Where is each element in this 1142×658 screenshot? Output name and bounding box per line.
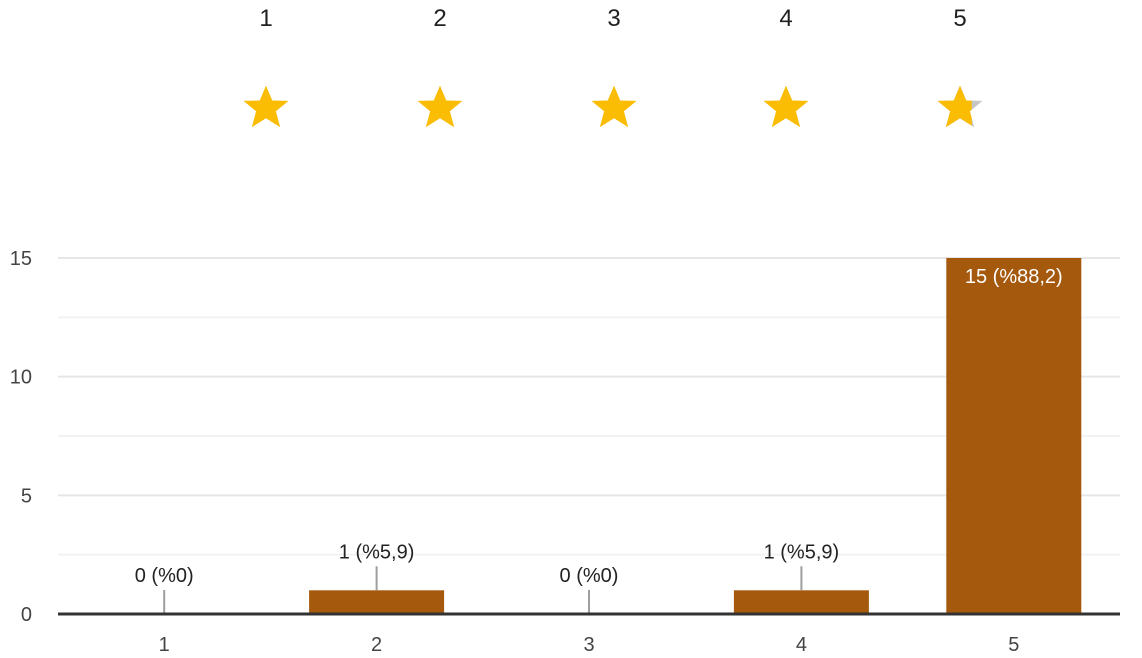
rating-number-5: 5 bbox=[953, 5, 967, 32]
x-tick-label: 1 bbox=[159, 634, 170, 656]
rating-number-1: 1 bbox=[259, 5, 273, 32]
rating-number-4: 4 bbox=[779, 5, 793, 32]
rating-number-3: 3 bbox=[607, 5, 621, 32]
star-icon bbox=[243, 85, 289, 128]
y-tick-label: 10 bbox=[10, 367, 32, 389]
star-filled-part bbox=[937, 85, 972, 128]
data-label: 1 (%5,9) bbox=[339, 541, 415, 563]
x-tick-label: 2 bbox=[371, 634, 382, 656]
star-shape bbox=[417, 85, 463, 128]
rating-option-5: 5 bbox=[920, 0, 1000, 134]
star-icon bbox=[417, 85, 463, 128]
star-shape bbox=[591, 85, 637, 128]
data-label: 0 (%0) bbox=[560, 565, 619, 587]
rating-option-3: 3 bbox=[574, 0, 654, 134]
data-label: 15 (%88,2) bbox=[965, 266, 1063, 288]
x-tick-label: 5 bbox=[1008, 634, 1019, 656]
partial-star-icon bbox=[937, 85, 983, 128]
x-tick-label: 3 bbox=[583, 634, 594, 656]
data-label: 0 (%0) bbox=[135, 565, 194, 587]
rating-option-2: 2 bbox=[400, 0, 480, 134]
star-shape bbox=[763, 85, 809, 128]
star-shape bbox=[243, 85, 289, 128]
star-rating-scale: 1 2 3 4 5 bbox=[0, 0, 1142, 160]
data-label: 1 (%5,9) bbox=[764, 541, 840, 563]
star-icon bbox=[763, 85, 809, 128]
rating-number-2: 2 bbox=[433, 5, 447, 32]
rating-option-4: 4 bbox=[746, 0, 826, 134]
bar bbox=[733, 590, 869, 614]
rating-option-1: 1 bbox=[226, 0, 306, 134]
bar bbox=[309, 590, 445, 614]
x-tick-label: 4 bbox=[796, 634, 807, 656]
y-tick-label: 0 bbox=[21, 604, 32, 626]
y-tick-label: 5 bbox=[21, 485, 32, 507]
star-icon bbox=[591, 85, 637, 128]
y-tick-label: 15 bbox=[10, 248, 32, 270]
bar bbox=[946, 258, 1082, 614]
